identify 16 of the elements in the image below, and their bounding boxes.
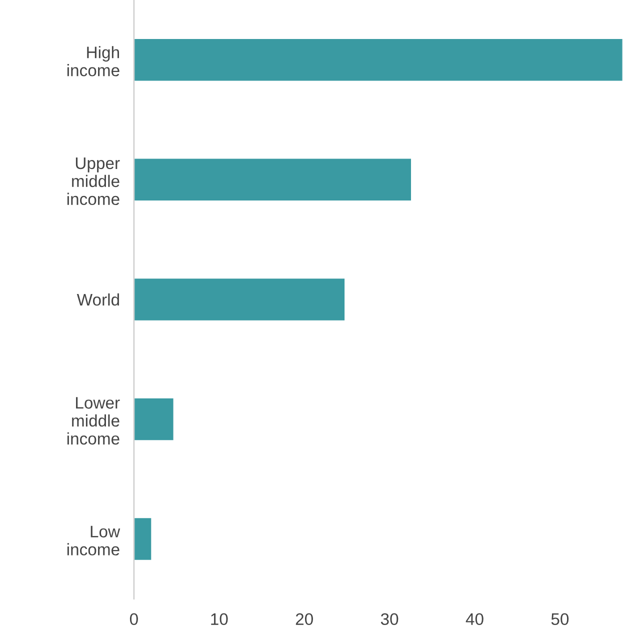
y-tick-label: Low income: [67, 526, 120, 556]
y-tick-label: Lower middle income: [67, 397, 120, 445]
x-tick-label: 0: [130, 613, 138, 626]
bar: [134, 396, 175, 442]
bar: [134, 38, 623, 82]
x-tick-label: 40: [466, 613, 484, 626]
y-tick-label: High income: [67, 46, 120, 76]
x-tick-label: 20: [296, 613, 313, 626]
y-tick-label: Upper middle income: [67, 158, 120, 206]
bar: [134, 516, 153, 562]
x-tick-label: 30: [380, 613, 398, 626]
x-tick-label: 50: [551, 613, 569, 626]
x-tick-label: 10: [211, 613, 228, 626]
bar: [134, 157, 412, 202]
bar: [134, 277, 346, 322]
y-tick-label: World: [76, 293, 119, 306]
